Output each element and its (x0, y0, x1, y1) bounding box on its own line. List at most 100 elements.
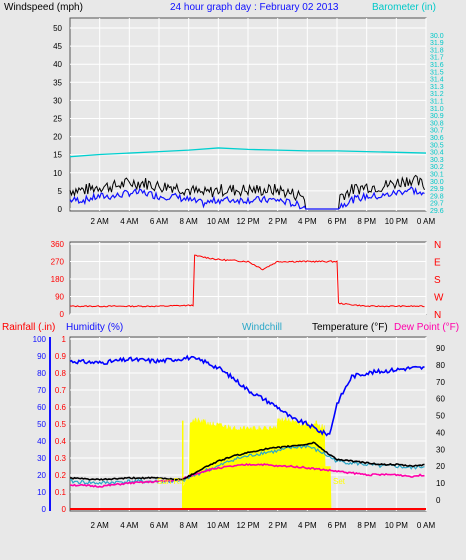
baro-tick-label: 30.2 (430, 164, 444, 171)
windchill-line (69, 444, 425, 485)
humidity-tick-label: 30 (37, 454, 46, 463)
bottom-x-tick-label: 4 PM (298, 521, 317, 530)
bottom-x-tick-label: 6 AM (150, 521, 169, 530)
top-x-tick-label: 2 AM (91, 217, 110, 226)
top-x-tick-label: 4 AM (120, 217, 139, 226)
wind-tick-label: 20 (53, 133, 62, 142)
wind-tick-label: 15 (53, 151, 62, 160)
baro-tick-label: 31.2 (430, 91, 444, 98)
deg-tick-label: 360 (51, 240, 65, 249)
baro-tick-label: 31.8 (430, 47, 444, 54)
wind-tick-label: 35 (53, 78, 62, 87)
windchill-title: Windchill (242, 322, 282, 333)
wind-tick-label: 45 (53, 42, 62, 51)
baro-tick-label: 31.3 (430, 84, 444, 91)
compass-label-2: S (434, 275, 441, 286)
baro-tick-label: 30.0 (430, 179, 444, 186)
top-x-tick-label: 8 AM (180, 217, 199, 226)
baro-tick-label: 31.7 (430, 55, 444, 62)
compass-label-3: E (434, 258, 441, 269)
baro-tick-label: 31.1 (430, 99, 444, 106)
top-axis-ticks: 0510152025303540455029.629.729.829.930.0… (53, 24, 444, 226)
baro-tick-label: 30.4 (430, 150, 444, 157)
dewpoint-line (70, 462, 425, 488)
bottom-x-tick-label: 0 AM (417, 521, 436, 530)
gust-line (69, 174, 425, 210)
bottom-x-tick-label: 10 PM (385, 521, 408, 530)
baro-tick-label: 31.6 (430, 62, 444, 69)
windspeed-line (69, 186, 425, 210)
humidity-tick-label: 20 (37, 471, 46, 480)
baro-tick-label: 31.5 (430, 69, 444, 76)
bottom-series (69, 354, 426, 510)
barometer-title: Barometer (in) (372, 2, 436, 13)
bottom-x-tick-label: 8 AM (180, 521, 199, 530)
temp-tick-label: 60 (436, 395, 445, 404)
baro-tick-label: 30.6 (430, 135, 444, 142)
temp-tick-label: 90 (436, 344, 445, 353)
rain-tick-label: 0.8 (55, 369, 67, 378)
baro-tick-label: 30.5 (430, 142, 444, 149)
deg-tick-label: 180 (51, 275, 65, 284)
rain-tick-label: 1 (62, 335, 67, 344)
wind-tick-label: 10 (53, 169, 62, 178)
humidity-tick-label: 70 (37, 386, 46, 395)
temp-tick-label: 10 (436, 479, 445, 488)
baro-tick-label: 31.4 (430, 77, 444, 84)
graph-day-title: 24 hour graph day : February 02 2013 (170, 2, 339, 13)
dewpoint-title: Dew Point (°F) (394, 322, 459, 333)
windspeed-title: Windspeed (mph) (4, 2, 83, 13)
humidity-tick-label: 10 (37, 488, 46, 497)
rain-tick-label: 0.3 (55, 454, 67, 463)
wind-tick-label: 5 (58, 187, 63, 196)
top-series (69, 147, 427, 210)
temp-tick-label: 30 (436, 445, 445, 454)
wind-tick-label: 0 (58, 205, 63, 214)
baro-tick-label: 31.9 (430, 40, 444, 47)
temperature-line (70, 441, 425, 481)
top-x-tick-label: 10 PM (385, 217, 408, 226)
humidity-tick-label: 60 (37, 403, 46, 412)
humidity-tick-label: 100 (33, 335, 47, 344)
top-x-tick-label: 4 PM (298, 217, 317, 226)
top-grid (70, 18, 427, 211)
baro-tick-label: 29.7 (430, 201, 444, 208)
deg-tick-label: 90 (55, 293, 64, 302)
baro-tick-label: 30.9 (430, 113, 444, 120)
bottom-x-tick-label: 6 PM (328, 521, 347, 530)
top-x-tick-label: 6 PM (328, 217, 347, 226)
baro-tick-label: 30.7 (430, 128, 444, 135)
rain-tick-label: 0.4 (55, 437, 67, 446)
top-x-tick-label: 10 AM (207, 217, 230, 226)
baro-tick-label: 30.8 (430, 120, 444, 127)
humidity-tick-label: 50 (37, 420, 46, 429)
compass-label-1: W (434, 293, 444, 304)
compass-label-4: N (434, 240, 441, 251)
baro-tick-label: 31.0 (430, 106, 444, 113)
bottom-axis-ticks: 010203040506070809010000.10.20.30.40.50.… (33, 335, 446, 530)
rainfall-title: Rainfall (.in) (2, 322, 55, 333)
bottom-x-tick-label: 10 AM (207, 521, 230, 530)
humidity-title: Humidity (%) (66, 322, 123, 333)
temperature-title: Temperature (°F) (312, 322, 388, 333)
bottom-x-tick-label: 2 AM (91, 521, 110, 530)
baro-tick-label: 30.0 (430, 33, 444, 40)
rain-tick-label: 0.1 (55, 488, 67, 497)
top-x-tick-label: 8 PM (357, 217, 376, 226)
deg-tick-label: 270 (51, 258, 65, 267)
temp-tick-label: 80 (436, 361, 445, 370)
wind-direction-line (69, 254, 425, 308)
humidity-tick-label: 0 (42, 505, 47, 514)
rain-tick-label: 0 (62, 505, 67, 514)
bottom-x-tick-label: 12 PM (236, 521, 259, 530)
top-x-tick-label: 2 PM (268, 217, 287, 226)
solar-area (182, 416, 332, 510)
sunset-label: Set (333, 477, 346, 486)
baro-tick-label: 29.6 (430, 208, 444, 215)
mid-series (69, 254, 425, 308)
temp-tick-label: 20 (436, 462, 445, 471)
sunrise-label: Sun Rise (157, 477, 190, 486)
top-x-tick-label: 12 PM (236, 217, 259, 226)
